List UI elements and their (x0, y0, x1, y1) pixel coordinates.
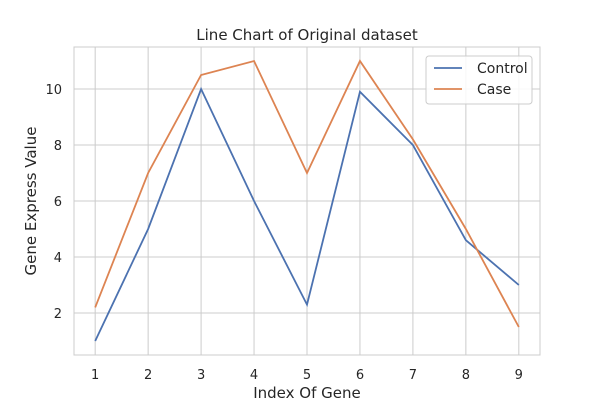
x-tick-label: 9 (515, 368, 523, 383)
x-tick-label: 8 (462, 368, 470, 383)
legend-label-case: Case (477, 82, 511, 98)
plot-area (73, 46, 541, 356)
legend-label-control: Control (477, 61, 528, 77)
y-axis-ticks: 2 4 6 8 10 (45, 83, 62, 322)
x-tick-label: 4 (250, 368, 258, 383)
x-tick-label: 5 (303, 368, 311, 383)
series-line-control (94, 86, 520, 342)
chart-title: Line Chart of Original dataset (196, 26, 418, 44)
y-tick-label: 10 (45, 83, 62, 98)
y-tick-label: 4 (54, 251, 62, 266)
legend: Control Case (425, 55, 533, 105)
x-tick-label: 6 (356, 368, 364, 383)
x-tick-label: 2 (144, 368, 152, 383)
series-line-case (94, 59, 520, 328)
y-axis-title: Gene Express Value (22, 127, 40, 276)
series-lines (94, 59, 520, 342)
x-tick-label: 7 (409, 368, 417, 383)
x-tick-label: 1 (91, 368, 99, 383)
x-axis-ticks: 1 2 3 4 5 6 7 8 9 (91, 368, 523, 383)
y-tick-label: 6 (54, 195, 62, 210)
y-tick-label: 2 (54, 307, 62, 322)
x-axis-title: Index Of Gene (253, 384, 361, 400)
x-tick-label: 3 (197, 368, 205, 383)
y-tick-label: 8 (54, 139, 62, 154)
